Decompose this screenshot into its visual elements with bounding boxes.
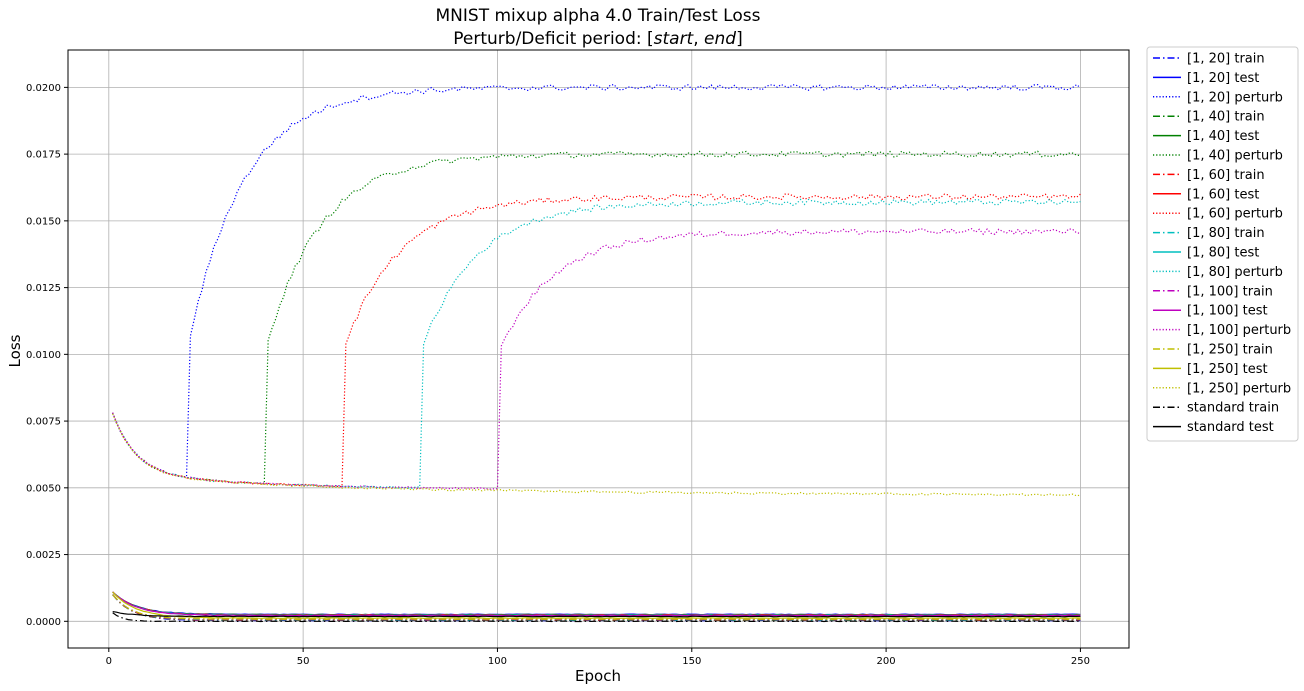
- series-line: [112, 591, 1081, 619]
- subtitle-prefix: Perturb/Deficit period: [: [453, 29, 653, 49]
- series-line: [112, 591, 1081, 617]
- axes: 0 50 100 150 200 250 0.0000 0.0025 0.0050 0.0075 0…: [26, 83, 1090, 667]
- series-line: [112, 591, 1081, 616]
- y-tick-label: 0.0025: [26, 550, 61, 561]
- legend-entry: [1, 100] perturb: [1187, 323, 1291, 338]
- series-line: [112, 198, 1081, 489]
- series-line: [112, 591, 1081, 617]
- legend-entry: [1, 80] perturb: [1187, 265, 1283, 280]
- series-line: [112, 228, 1081, 490]
- grid: [68, 50, 1129, 648]
- x-tick-label: 250: [1071, 656, 1090, 667]
- legend-entry: [1, 60] perturb: [1187, 207, 1283, 222]
- legend-entry: [1, 20] perturb: [1187, 90, 1283, 105]
- x-tick-label: 200: [877, 656, 896, 667]
- subtitle-start: start: [654, 29, 695, 49]
- plot-area-frame: [67, 49, 1130, 649]
- series-line: [112, 610, 1081, 618]
- legend-entry: [1, 40] perturb: [1187, 149, 1283, 164]
- y-tick-label: 0.0000: [26, 617, 61, 628]
- legend-entry: [1, 80] train: [1187, 226, 1265, 241]
- x-tick-label: 0: [106, 656, 112, 667]
- x-axis-label: Epoch: [575, 667, 621, 685]
- x-tick-label: 150: [682, 656, 701, 667]
- y-tick-label: 0.0175: [26, 150, 61, 161]
- series-layer: [112, 83, 1081, 623]
- series-line: [112, 150, 1081, 485]
- x-tick-label: 50: [297, 656, 310, 667]
- legend-entry: [1, 60] train: [1187, 168, 1265, 183]
- y-tick-label: 0.0050: [26, 483, 61, 494]
- y-tick-label: 0.0100: [26, 350, 61, 361]
- legend-box: [1146, 46, 1299, 442]
- legend-entry: [1, 250] perturb: [1187, 381, 1291, 396]
- series-line: [112, 594, 1081, 620]
- legend-entry: standard train: [1187, 401, 1279, 416]
- subtitle-separator: ,: [693, 29, 704, 49]
- y-tick-label: 0.0125: [26, 283, 61, 294]
- y-tick-label: 0.0075: [26, 417, 61, 428]
- legend: [1, 20] train [1, 20] test [1, 20] perturb…: [1146, 46, 1299, 442]
- series-line: [112, 591, 1081, 616]
- legend-entry: [1, 100] test: [1187, 304, 1268, 319]
- chart-title: MNIST mixup alpha 4.0 Train/Test Loss: [436, 6, 761, 26]
- y-axis-label: Loss: [6, 334, 24, 367]
- legend-entry: [1, 40] test: [1187, 129, 1259, 144]
- legend-entry: [1, 250] train: [1187, 343, 1273, 358]
- legend-entry: [1, 40] train: [1187, 110, 1265, 125]
- y-tick-label: 0.0200: [26, 83, 61, 94]
- legend-entry: [1, 20] test: [1187, 71, 1259, 86]
- series-line: [112, 413, 1081, 497]
- series-line: [112, 591, 1081, 616]
- legend-entry: [1, 20] train: [1187, 52, 1265, 67]
- x-tick-label: 100: [488, 656, 507, 667]
- series-line: [112, 193, 1081, 488]
- series-line: [112, 83, 1081, 478]
- legend-entry: standard test: [1187, 420, 1274, 435]
- chart-subtitle: Perturb/Deficit period: [start, end]: [453, 29, 742, 49]
- subtitle-end: end: [704, 29, 736, 49]
- legend-entry: [1, 100] train: [1187, 284, 1273, 299]
- legend-entry: [1, 250] test: [1187, 362, 1268, 377]
- y-tick-label: 0.0150: [26, 216, 61, 227]
- legend-entry: [1, 60] test: [1187, 187, 1259, 202]
- subtitle-suffix: ]: [736, 29, 743, 49]
- legend-entry: [1, 80] test: [1187, 246, 1259, 261]
- series-line: [112, 612, 1081, 623]
